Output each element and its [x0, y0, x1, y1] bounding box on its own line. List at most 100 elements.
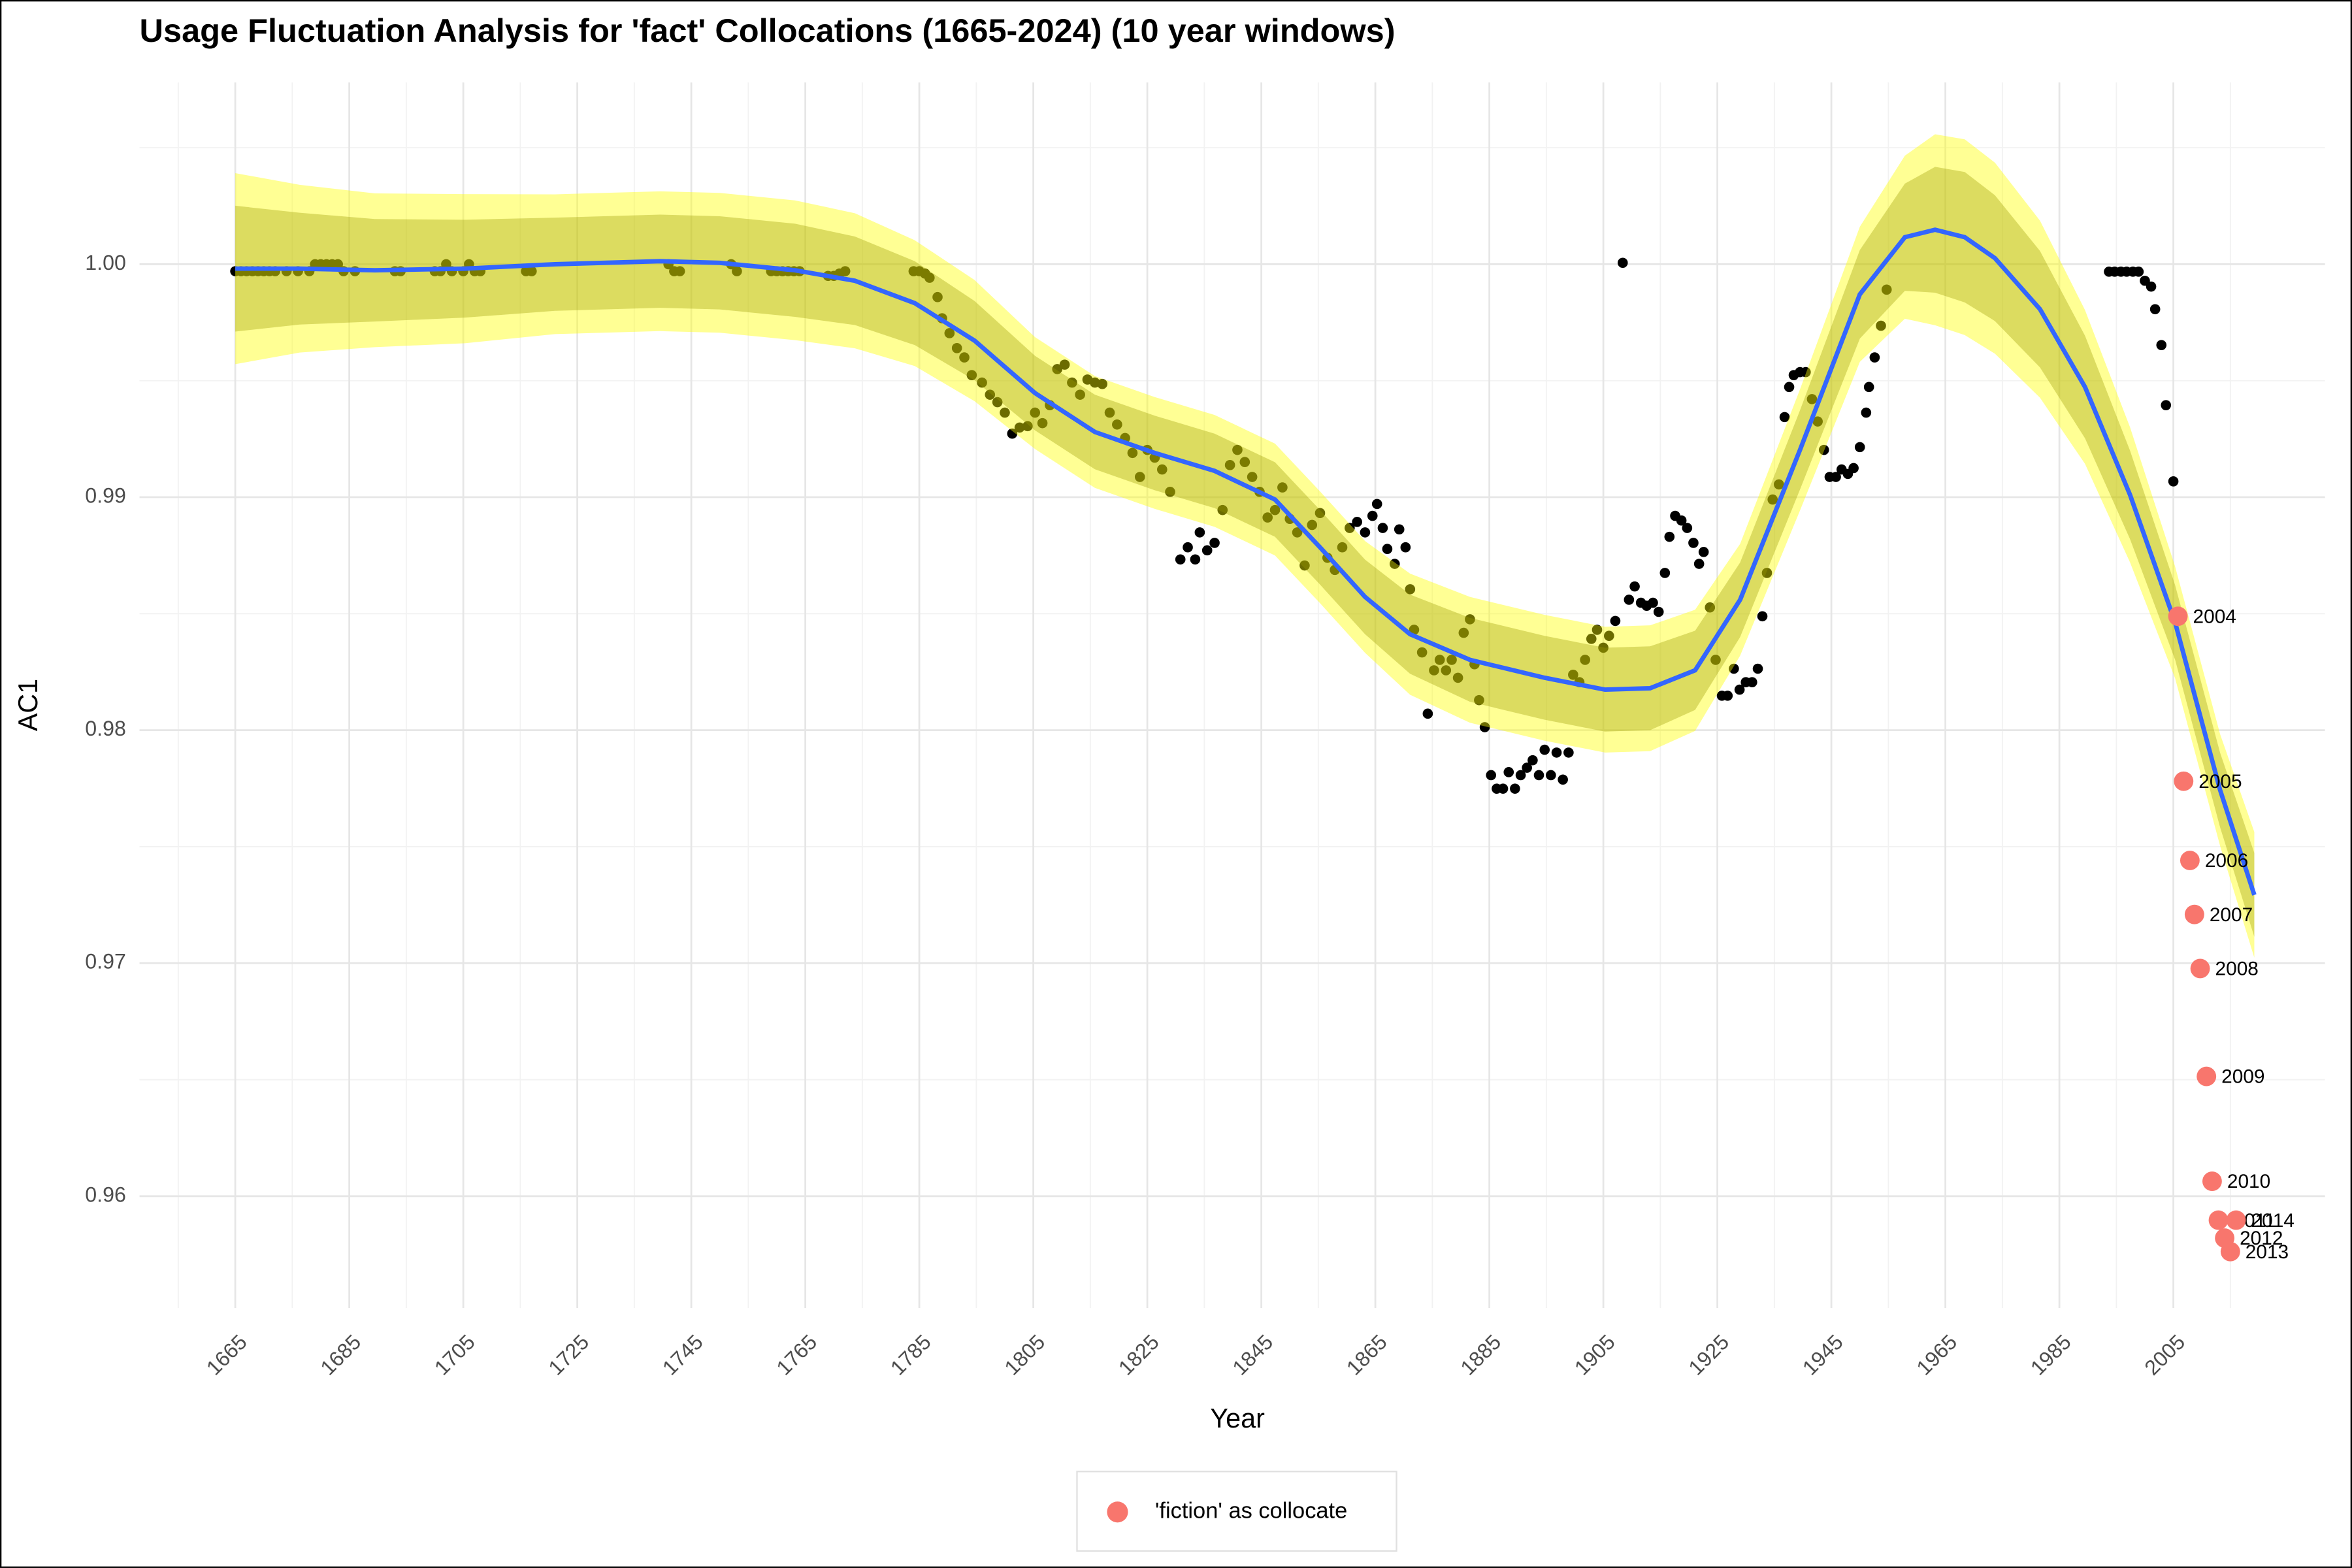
- point: [1400, 542, 1411, 553]
- point: [1337, 542, 1348, 553]
- legend-label: 'fiction' as collocate: [1155, 1498, 1347, 1523]
- point: [732, 266, 742, 276]
- point: [1416, 647, 1428, 658]
- point: [1648, 597, 1658, 608]
- point-label: 2012: [2240, 1228, 2283, 1249]
- highlight-point: [2220, 1241, 2240, 1262]
- point: [1458, 627, 1469, 638]
- point: [1568, 669, 1578, 680]
- point: [966, 370, 977, 380]
- point: [1774, 479, 1784, 490]
- point: [1422, 708, 1433, 719]
- point: [1389, 559, 1400, 569]
- point: [1598, 642, 1609, 653]
- grid: 1665 1685 1705 1725 1745 1765 1785 1805 1825 1845…: [85, 82, 2325, 1380]
- point: [1277, 482, 1288, 493]
- point: [1232, 444, 1243, 455]
- point-label: 2008: [2215, 958, 2259, 980]
- point: [1446, 655, 1457, 665]
- point: [1503, 767, 1514, 777]
- point: [1175, 554, 1186, 565]
- point: [1075, 389, 1085, 400]
- point: [1299, 560, 1310, 571]
- point: [1104, 407, 1115, 418]
- point: [1757, 611, 1768, 622]
- point: [1586, 634, 1597, 644]
- confidence-band-inner: [235, 167, 2255, 937]
- point: [1052, 364, 1063, 374]
- point: [1818, 444, 1829, 455]
- y-tick-label: 0.96: [85, 1183, 126, 1206]
- point: [1624, 595, 1635, 605]
- point: [1848, 463, 1859, 474]
- point: [1659, 568, 1671, 578]
- point: [992, 397, 1003, 408]
- point: [1441, 665, 1452, 676]
- point: [1429, 665, 1439, 676]
- confidence-band-outer: [235, 134, 2255, 958]
- point-label: 2014: [2251, 1210, 2295, 1232]
- point: [1247, 472, 1258, 482]
- point-label: 2007: [2210, 904, 2253, 926]
- point: [840, 266, 851, 276]
- point: [1734, 684, 1745, 695]
- point: [2146, 281, 2157, 292]
- point: [1486, 770, 1497, 781]
- point: [1779, 412, 1790, 423]
- point: [1352, 517, 1362, 527]
- point: [2149, 304, 2161, 315]
- point: [2168, 476, 2179, 487]
- point: [1710, 655, 1721, 665]
- highlight-point: [2202, 1171, 2222, 1191]
- point: [1217, 504, 1228, 515]
- point: [1876, 320, 1886, 331]
- point: [1022, 421, 1033, 432]
- point: [1382, 544, 1393, 555]
- point: [1037, 417, 1048, 429]
- point: [1629, 581, 1640, 592]
- point-label: 2013: [2246, 1241, 2289, 1263]
- point: [1367, 510, 1378, 521]
- point: [1190, 554, 1201, 565]
- point: [2133, 267, 2144, 277]
- highlight-point: [2184, 904, 2204, 924]
- point: [1831, 472, 1841, 482]
- point: [1546, 770, 1556, 781]
- highlight-point: [2197, 1066, 2217, 1086]
- point: [1030, 407, 1041, 418]
- point: [944, 328, 955, 338]
- point-label: 2010: [2227, 1171, 2270, 1192]
- point: [1801, 367, 1811, 378]
- point: [1156, 464, 1168, 475]
- point: [1563, 747, 1574, 758]
- point: [1610, 615, 1621, 627]
- point: [1761, 568, 1772, 578]
- point: [1722, 691, 1733, 701]
- point: [1209, 538, 1220, 548]
- point: [1729, 663, 1739, 674]
- y-tick-label: 0.99: [85, 484, 126, 508]
- highlight-point: [2190, 958, 2210, 979]
- point: [985, 389, 996, 400]
- point: [1881, 284, 1892, 295]
- point: [1097, 378, 1107, 389]
- point: [1854, 442, 1865, 453]
- point: [1183, 542, 1193, 553]
- point: [977, 377, 987, 388]
- point: [1409, 625, 1420, 635]
- point: [1767, 494, 1778, 505]
- point: [1861, 407, 1872, 418]
- y-tick-label: 0.97: [85, 950, 126, 973]
- point: [674, 266, 685, 276]
- point: [932, 291, 943, 302]
- point: [1127, 448, 1138, 459]
- smooth-line: [235, 227, 2257, 896]
- point: [1201, 545, 1213, 556]
- point: [1239, 457, 1250, 468]
- point: [1345, 523, 1355, 533]
- point: [1533, 770, 1544, 781]
- x-axis-title: Year: [1210, 1403, 1265, 1433]
- point: [1510, 783, 1520, 794]
- point: [1067, 377, 1077, 388]
